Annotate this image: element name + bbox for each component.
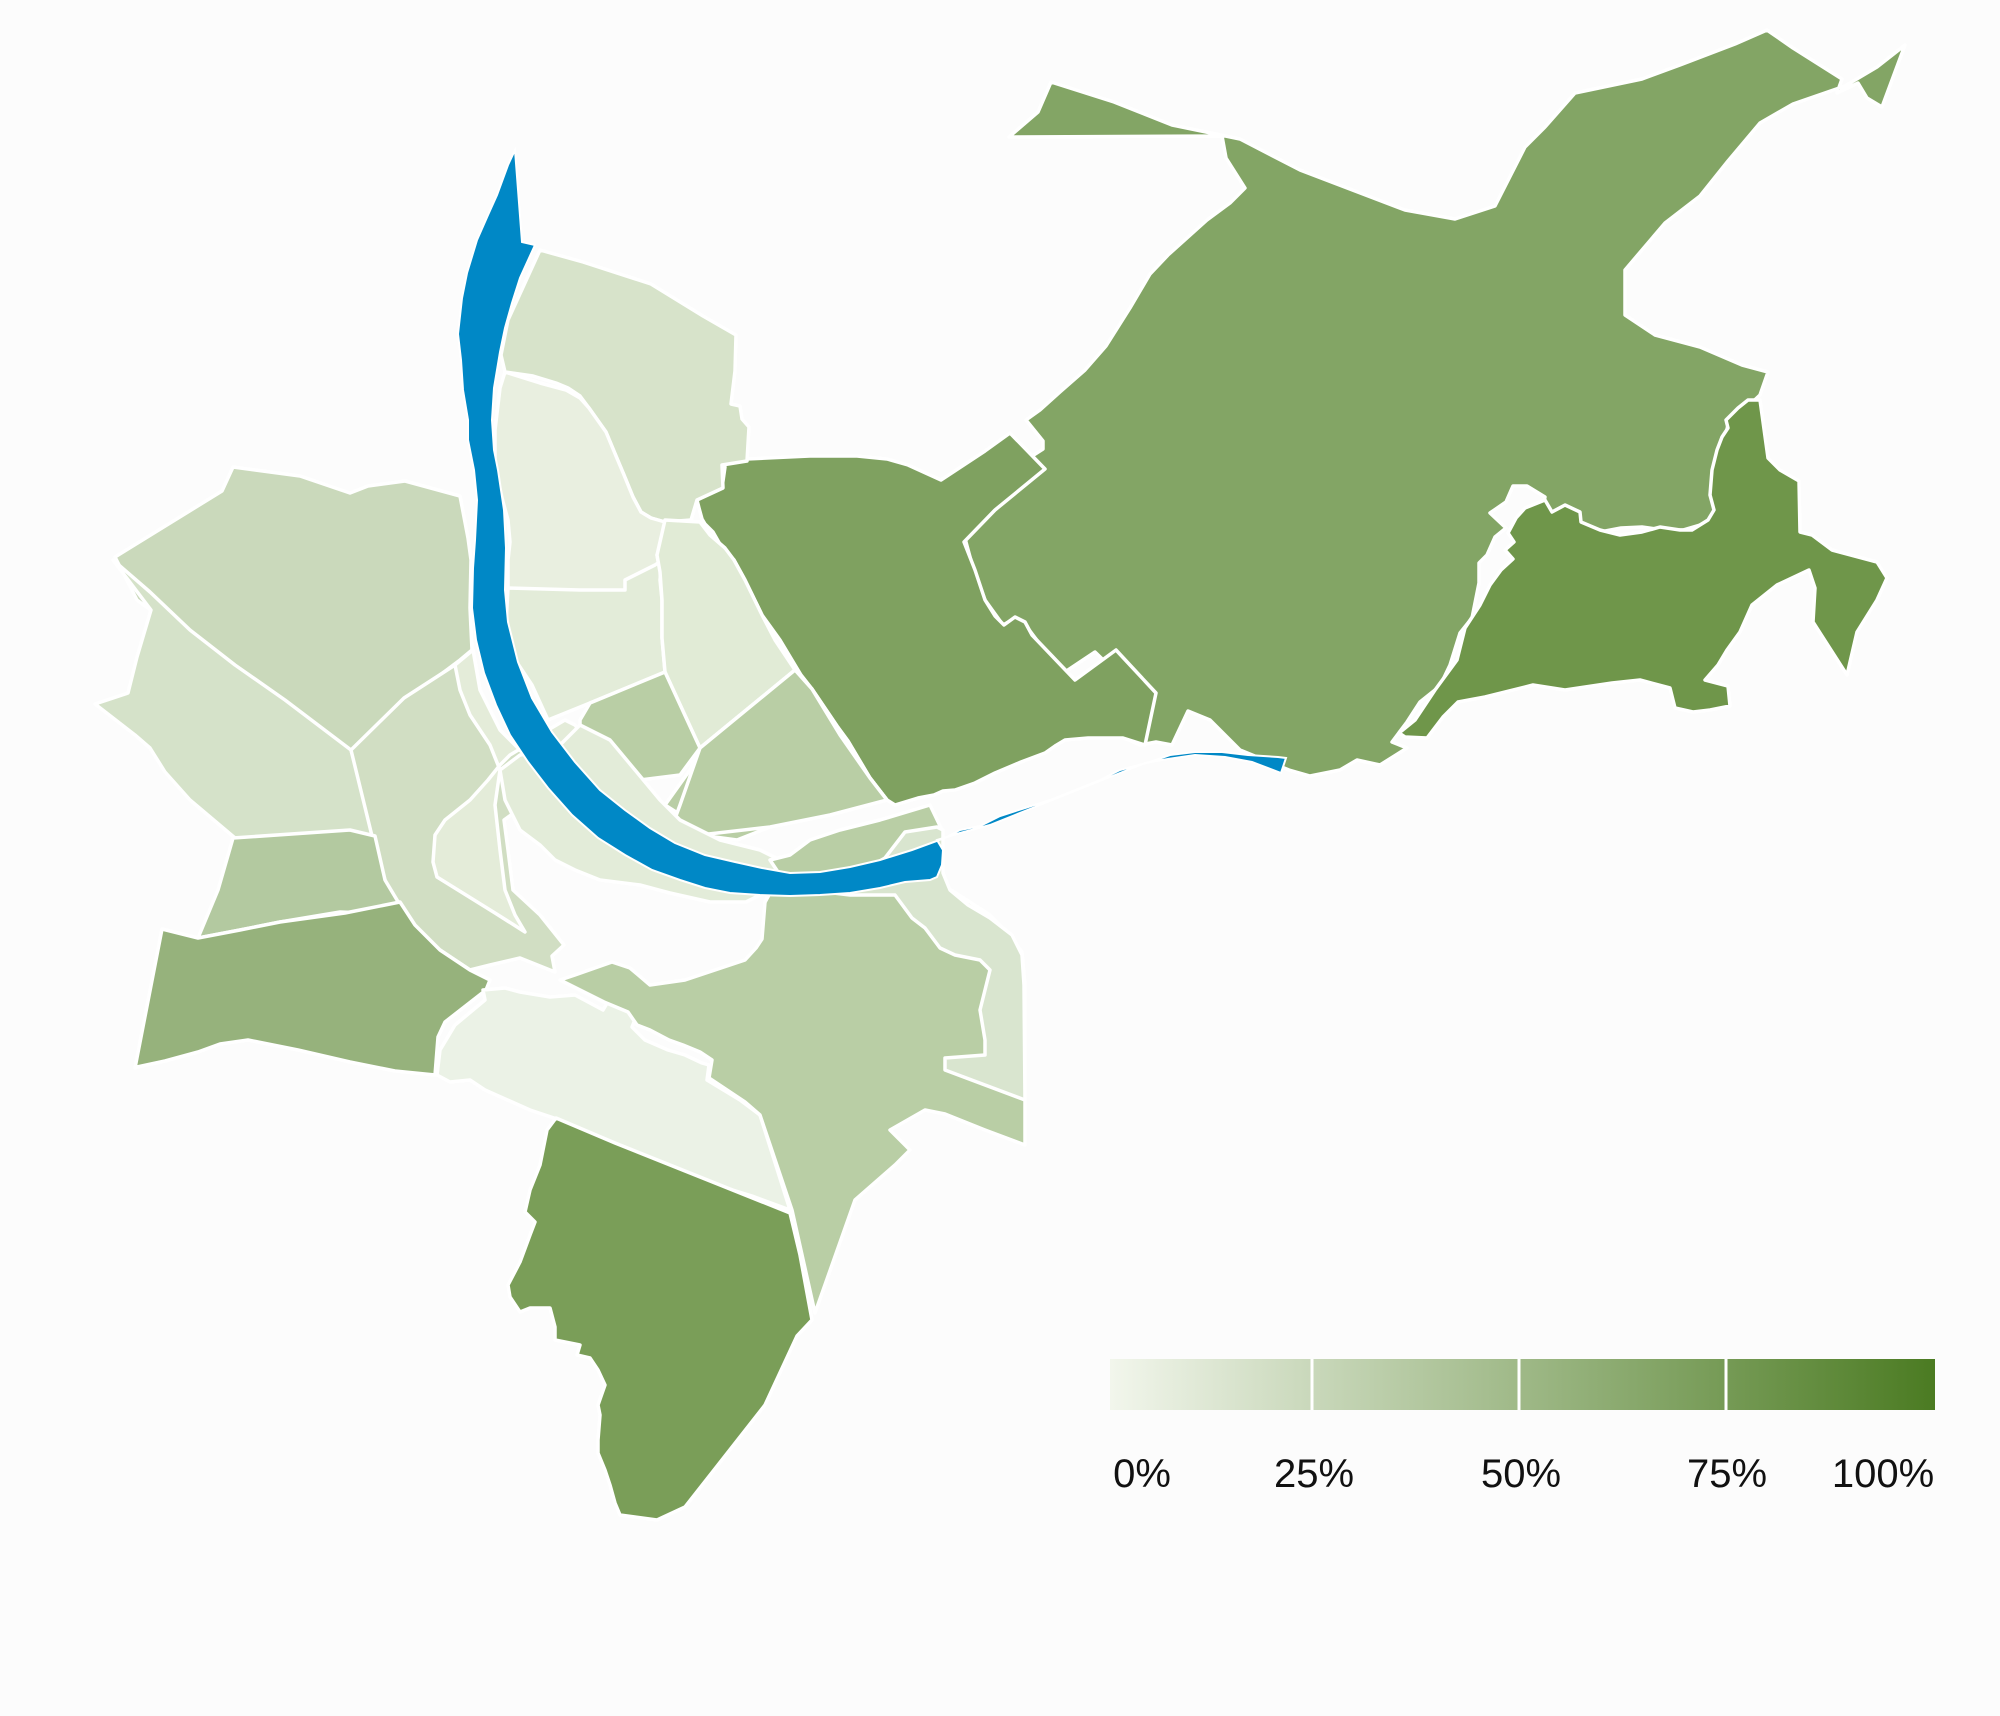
legend-tick-label: 100%	[1832, 1452, 1934, 1496]
region-bettingen[interactable]	[1397, 398, 1889, 740]
legend-gradient-bar	[1110, 1359, 1935, 1410]
legend-tick-label: 75%	[1687, 1452, 1767, 1496]
district-regions	[93, 28, 1907, 1522]
legend-tick-label: 25%	[1274, 1452, 1354, 1496]
color-scale-legend: 0% 25% 50% 75% 100%	[1110, 1359, 1935, 1496]
region-bruderholz[interactable]	[506, 1116, 814, 1522]
region-gotthelf[interactable]	[93, 558, 377, 840]
region-rosental[interactable]	[655, 518, 797, 750]
river-rhine	[456, 146, 1288, 898]
legend-tick-label: 0%	[1113, 1452, 1171, 1496]
region-neubad[interactable]	[133, 900, 492, 1077]
legend-tick-label: 50%	[1481, 1452, 1561, 1496]
